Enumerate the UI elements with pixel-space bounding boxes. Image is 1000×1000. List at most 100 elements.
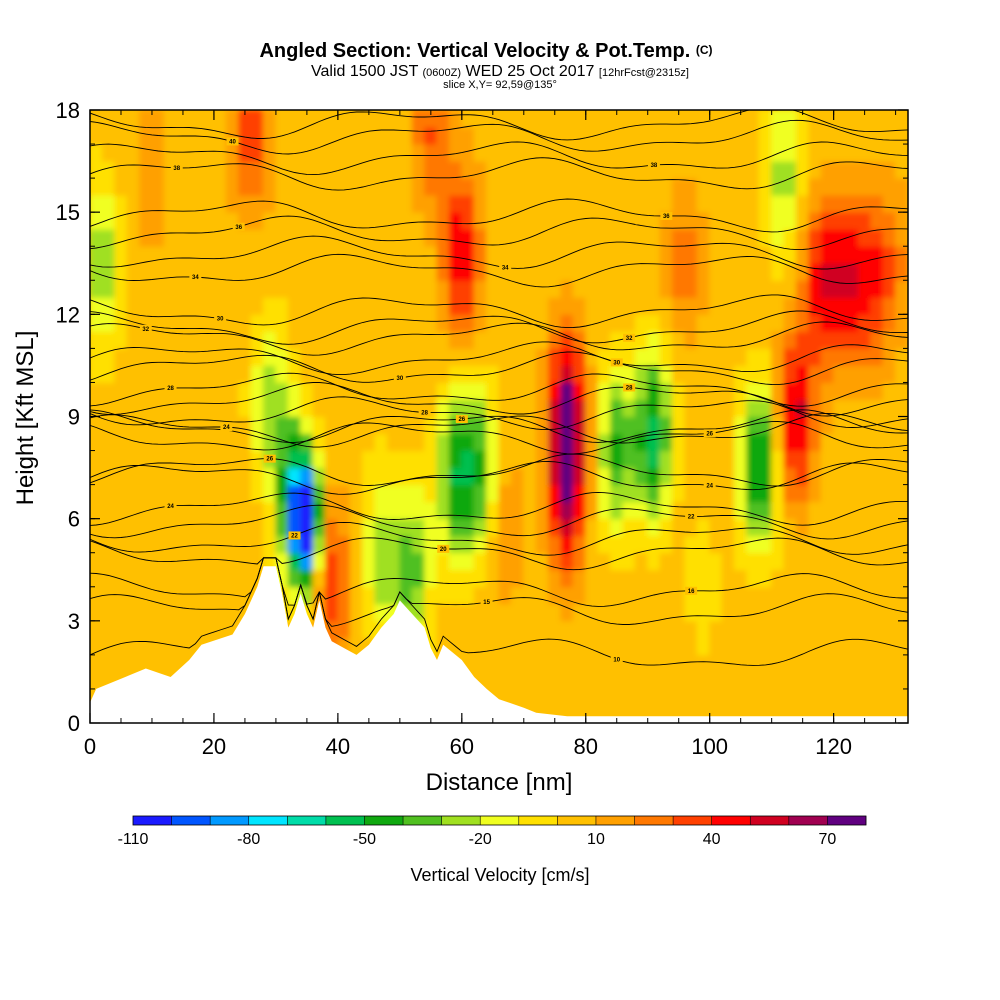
velocity-cell xyxy=(672,143,686,162)
velocity-cell xyxy=(424,518,438,537)
velocity-cell xyxy=(808,416,822,435)
velocity-cell xyxy=(163,228,178,247)
velocity-cell xyxy=(622,143,636,162)
velocity-cell xyxy=(733,279,748,298)
velocity-cell xyxy=(510,501,525,520)
velocity-cell xyxy=(882,552,897,571)
velocity-cell xyxy=(672,364,686,383)
velocity-cell xyxy=(374,313,388,332)
velocity-cell xyxy=(684,416,698,435)
velocity-cell xyxy=(523,110,537,128)
velocity-cell xyxy=(548,364,562,383)
velocity-cell xyxy=(188,398,203,417)
velocity-cell xyxy=(647,688,661,707)
velocity-cell xyxy=(572,637,587,656)
velocity-cell xyxy=(845,347,859,366)
velocity-cell xyxy=(436,313,450,332)
velocity-cell xyxy=(523,586,537,605)
velocity-cell xyxy=(746,518,760,537)
velocity-cell xyxy=(312,586,326,605)
isentrope-label-bg xyxy=(685,512,698,521)
velocity-cell xyxy=(250,245,265,264)
velocity-cell xyxy=(771,501,785,520)
velocity-cell xyxy=(225,160,240,179)
velocity-cell xyxy=(287,586,302,605)
velocity-cell xyxy=(746,603,760,622)
velocity-cell xyxy=(101,484,116,503)
velocity-cell xyxy=(597,245,612,264)
velocity-cell xyxy=(610,569,624,588)
velocity-cell xyxy=(758,347,773,366)
velocity-cell xyxy=(510,637,525,656)
velocity-cell xyxy=(597,416,612,435)
velocity-cell xyxy=(610,126,624,145)
velocity-cell xyxy=(895,228,908,247)
velocity-cell xyxy=(535,381,550,400)
velocity-cell xyxy=(783,313,797,332)
velocity-cell xyxy=(610,381,624,400)
velocity-cell xyxy=(783,262,797,281)
velocity-cell xyxy=(523,347,537,366)
velocity-cell xyxy=(90,501,103,520)
velocity-cell xyxy=(225,535,240,554)
velocity-cell xyxy=(659,416,674,435)
velocity-cell xyxy=(486,177,500,196)
velocity-cell xyxy=(101,381,116,400)
velocity-cell xyxy=(424,603,438,622)
velocity-cell xyxy=(684,262,698,281)
velocity-cell xyxy=(101,518,116,537)
velocity-cell xyxy=(126,160,141,179)
velocity-cell xyxy=(882,143,897,162)
velocity-cell xyxy=(845,569,859,588)
velocity-cell xyxy=(362,535,376,554)
velocity-cell xyxy=(126,347,141,366)
velocity-cell xyxy=(473,535,488,554)
velocity-cell xyxy=(461,194,475,213)
velocity-cell xyxy=(771,535,785,554)
velocity-cell xyxy=(833,620,847,639)
velocity-cell xyxy=(374,347,388,366)
velocity-cell xyxy=(895,552,908,571)
velocity-cell xyxy=(312,194,326,213)
velocity-cell xyxy=(461,279,475,298)
velocity-cell xyxy=(535,211,550,230)
velocity-cell xyxy=(510,569,525,588)
velocity-cell xyxy=(238,228,252,247)
isentrope-label-text: 26 xyxy=(706,431,713,437)
velocity-cell xyxy=(498,126,512,145)
velocity-cell xyxy=(833,262,847,281)
velocity-cell xyxy=(411,347,426,366)
velocity-cell xyxy=(746,160,760,179)
isentrope-label-bg xyxy=(480,598,493,607)
velocity-cell xyxy=(461,535,475,554)
velocity-cell xyxy=(424,484,438,503)
velocity-cell xyxy=(535,228,550,247)
velocity-cell xyxy=(163,484,178,503)
velocity-cell xyxy=(845,688,859,707)
velocity-cell xyxy=(126,620,141,639)
velocity-cell xyxy=(386,279,401,298)
velocity-cell xyxy=(895,620,908,639)
velocity-cell xyxy=(672,126,686,145)
velocity-cell xyxy=(300,330,314,349)
velocity-cell xyxy=(312,160,326,179)
velocity-cell xyxy=(238,279,252,298)
velocity-cell xyxy=(498,433,512,452)
velocity-cell xyxy=(225,177,240,196)
velocity-cell xyxy=(362,398,376,417)
velocity-cell xyxy=(634,330,649,349)
velocity-cell xyxy=(300,160,314,179)
velocity-cell xyxy=(572,688,587,707)
velocity-cell xyxy=(795,194,810,213)
colorbar xyxy=(132,815,867,826)
velocity-cell xyxy=(585,416,599,435)
colorbar-tick-label: 10 xyxy=(587,831,605,848)
velocity-cell xyxy=(672,228,686,247)
velocity-cell xyxy=(523,126,537,145)
isentrope-label-bg xyxy=(170,163,183,172)
velocity-cell xyxy=(733,398,748,417)
velocity-cell xyxy=(895,279,908,298)
velocity-cell xyxy=(139,228,153,247)
velocity-cell xyxy=(386,416,401,435)
velocity-cell xyxy=(461,637,475,656)
